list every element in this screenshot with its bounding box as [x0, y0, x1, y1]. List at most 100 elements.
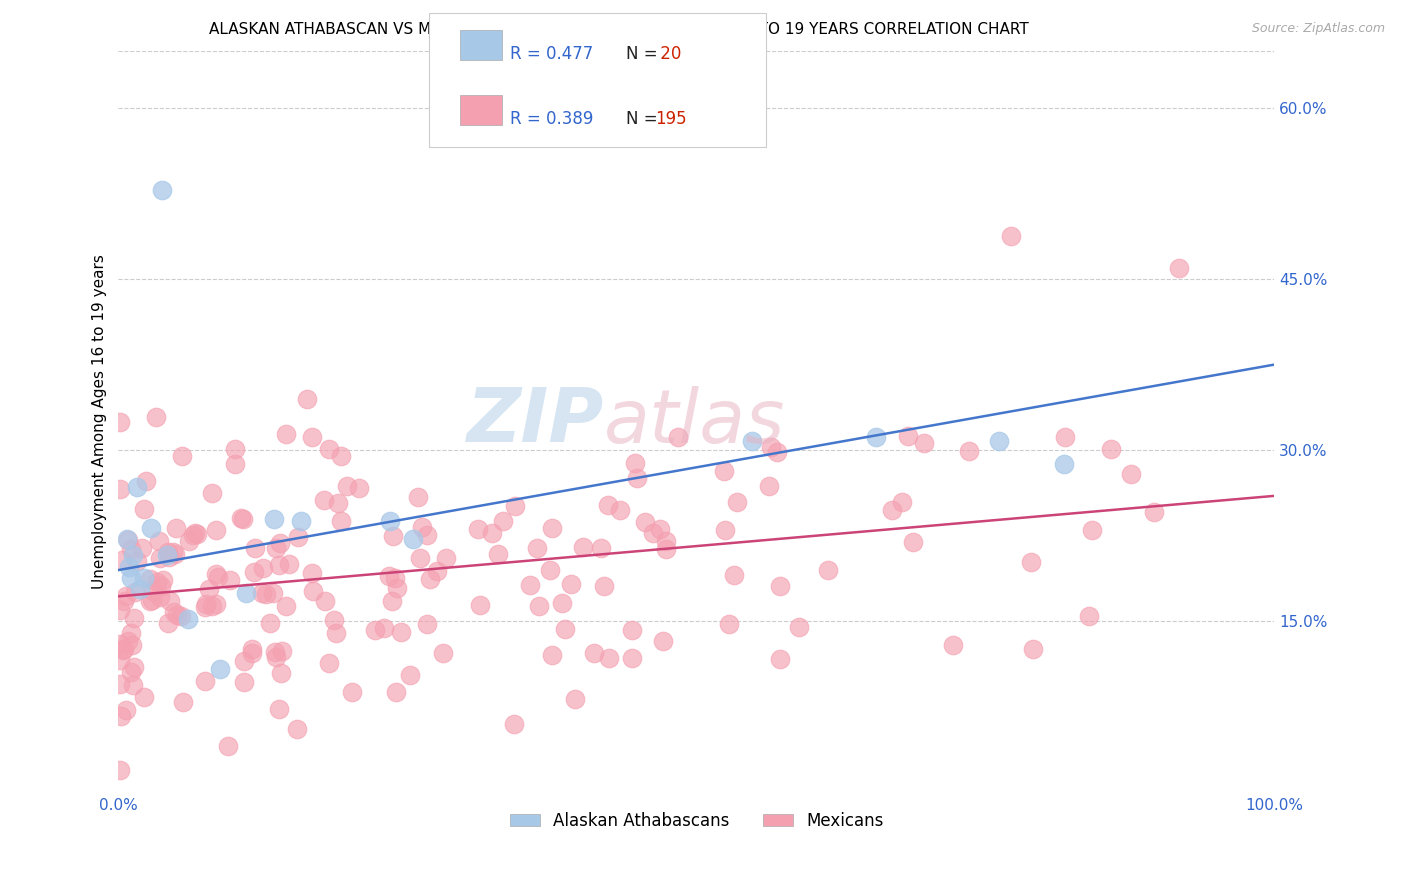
Point [402, 533, 425, 547]
Point [115, 703, 138, 717]
Point [912, 435, 935, 450]
Point [620, 651, 643, 665]
Point [114, 589, 136, 603]
Point [108, 637, 131, 651]
Text: N =: N = [626, 45, 662, 62]
Point [194, 673, 217, 688]
Point [117, 533, 139, 548]
Point [318, 656, 340, 670]
Point [817, 563, 839, 577]
Point [125, 480, 148, 494]
Point [541, 521, 564, 535]
Point [434, 550, 457, 565]
Point [132, 501, 155, 516]
Text: ALASKAN ATHABASCAN VS MEXICAN UNEMPLOYMENT AMONG AGES 16 TO 19 YEARS CORRELATION: ALASKAN ATHABASCAN VS MEXICAN UNEMPLOYME… [208, 22, 1029, 37]
Point [713, 464, 735, 478]
Point [186, 526, 208, 541]
Point [1000, 228, 1022, 243]
Point [254, 587, 277, 601]
Point [725, 495, 748, 509]
Point [108, 653, 131, 667]
Point [201, 486, 224, 500]
Text: atlas: atlas [605, 385, 786, 458]
Point [149, 551, 172, 566]
Text: Source: ZipAtlas.com: Source: ZipAtlas.com [1251, 22, 1385, 36]
Point [270, 666, 292, 681]
Point [110, 709, 132, 723]
Point [232, 512, 254, 526]
Point [267, 702, 290, 716]
Point [1053, 457, 1076, 471]
Point [314, 594, 336, 608]
Point [409, 550, 432, 565]
Point [529, 599, 551, 614]
Point [598, 650, 620, 665]
Point [122, 611, 145, 625]
Point [224, 442, 246, 456]
Point [1168, 260, 1191, 275]
Point [957, 444, 980, 458]
Point [207, 570, 229, 584]
Point [162, 606, 184, 620]
Point [157, 544, 180, 558]
Point [666, 430, 689, 444]
Text: 195: 195 [655, 110, 686, 128]
Point [572, 540, 595, 554]
Point [389, 625, 412, 640]
Point [301, 430, 323, 444]
Point [626, 471, 648, 485]
Point [184, 525, 207, 540]
Point [382, 529, 405, 543]
Point [416, 617, 439, 632]
Point [125, 554, 148, 568]
Point [145, 575, 167, 590]
Point [411, 520, 433, 534]
Point [111, 553, 134, 567]
Point [302, 583, 325, 598]
Legend: Alaskan Athabascans, Mexicans: Alaskan Athabascans, Mexicans [503, 805, 890, 837]
Point [172, 695, 194, 709]
Point [384, 571, 406, 585]
Point [896, 429, 918, 443]
Point [165, 521, 187, 535]
Point [1019, 555, 1042, 569]
Point [112, 593, 135, 607]
Point [252, 560, 274, 574]
Point [322, 613, 344, 627]
Point [398, 668, 420, 682]
Point [287, 723, 309, 737]
Point [880, 502, 903, 516]
Point [112, 641, 135, 656]
Point [132, 571, 155, 585]
Point [177, 612, 200, 626]
Point [593, 579, 616, 593]
Point [378, 569, 401, 583]
Point [384, 685, 406, 699]
Point [274, 427, 297, 442]
Point [148, 533, 170, 548]
Point [901, 534, 924, 549]
Point [139, 572, 162, 586]
Point [115, 533, 138, 547]
Point [278, 558, 301, 572]
Point [381, 594, 404, 608]
Point [564, 692, 586, 706]
Point [108, 482, 131, 496]
Point [541, 648, 564, 662]
Point [240, 642, 263, 657]
Point [259, 616, 281, 631]
Point [179, 534, 201, 549]
Point [229, 511, 252, 525]
Point [301, 566, 323, 580]
Text: R = 0.389: R = 0.389 [510, 110, 593, 128]
Point [235, 586, 257, 600]
Point [761, 441, 783, 455]
Point [1078, 609, 1101, 624]
Point [181, 527, 204, 541]
Point [1022, 642, 1045, 657]
Point [139, 594, 162, 608]
Point [108, 415, 131, 429]
Point [621, 623, 644, 637]
Point [156, 616, 179, 631]
Point [233, 675, 256, 690]
